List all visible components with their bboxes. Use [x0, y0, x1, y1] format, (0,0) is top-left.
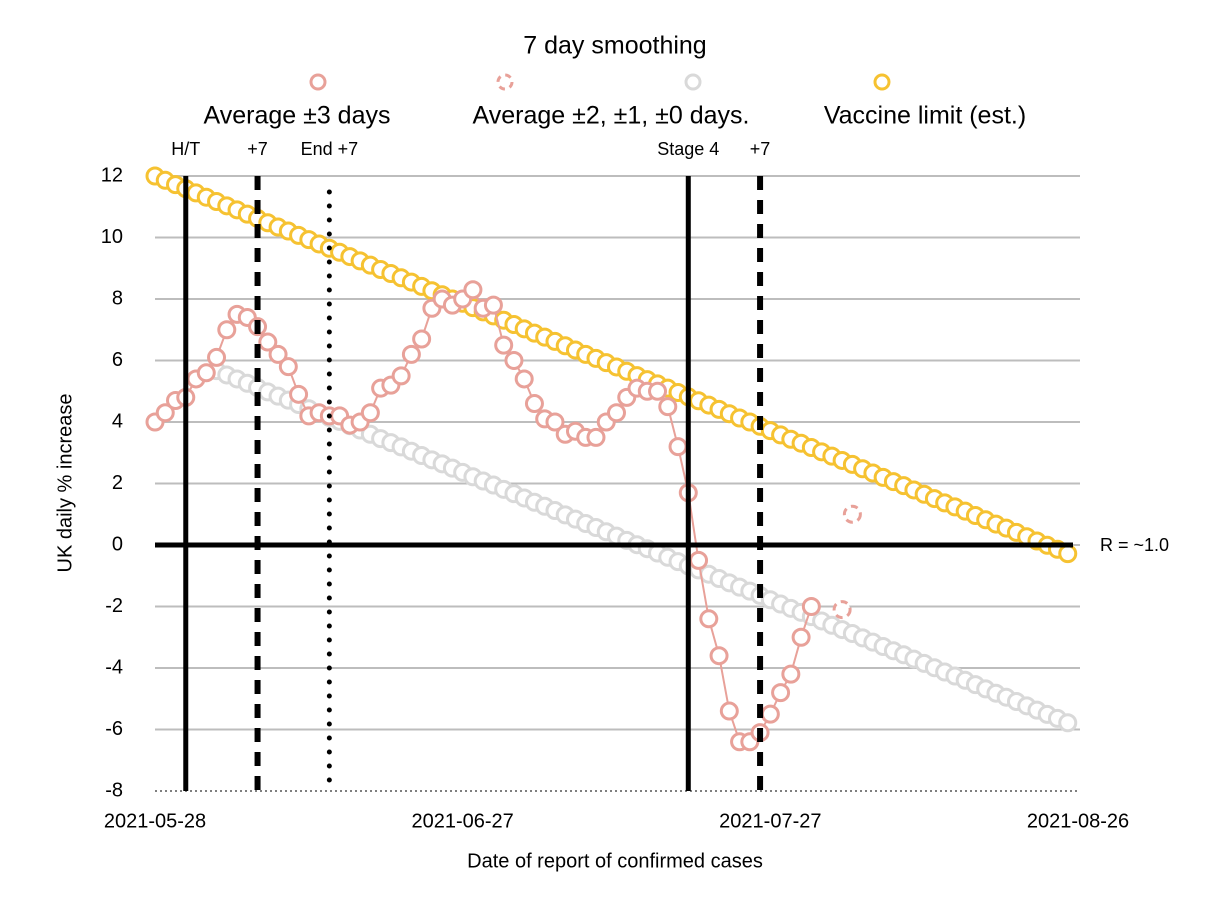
y-tick-label: -4 — [105, 656, 123, 678]
legend-marker — [684, 73, 702, 91]
x-tick-label: 2021-06-27 — [412, 810, 514, 832]
data-point — [781, 664, 801, 684]
y-tick-label: 4 — [112, 410, 123, 432]
y-tick-label: 0 — [112, 533, 123, 555]
data-point — [217, 320, 237, 340]
data-point — [524, 394, 544, 414]
data-point — [648, 381, 668, 401]
data-point — [268, 344, 288, 364]
series-line — [154, 288, 813, 743]
data-point — [699, 609, 719, 629]
legend-title: 7 day smoothing — [523, 32, 706, 60]
data-point — [709, 646, 729, 666]
data-point — [842, 504, 862, 524]
data-point — [719, 701, 739, 721]
legend-label: Average ±3 days — [204, 102, 391, 130]
data-point — [483, 295, 503, 315]
y-tick-label: 6 — [112, 349, 123, 371]
data-point — [658, 397, 678, 417]
data-point — [760, 704, 780, 724]
data-point — [545, 412, 565, 432]
data-point — [155, 403, 175, 423]
y-axis-label: UK daily % increase — [54, 394, 76, 573]
data-point — [463, 280, 483, 300]
event-label: Stage 4 — [657, 139, 719, 159]
data-point — [278, 357, 298, 377]
legend-marker — [496, 73, 514, 91]
legend-marker — [873, 73, 891, 91]
data-point — [360, 403, 380, 423]
data-point — [771, 683, 791, 703]
event-label: +7 — [750, 139, 771, 159]
x-tick-label: 2021-05-28 — [104, 810, 206, 832]
event-label: End +7 — [301, 139, 359, 159]
event-label: +7 — [247, 139, 268, 159]
event-label: H/T — [171, 139, 200, 159]
y-tick-label: -6 — [105, 718, 123, 740]
y-tick-label: -8 — [105, 779, 123, 801]
data-point — [586, 427, 606, 447]
y-tick-label: 8 — [112, 287, 123, 309]
data-point — [1058, 713, 1078, 733]
data-point — [689, 550, 709, 570]
reference-label: R = ~1.0 — [1100, 535, 1169, 555]
data-point — [207, 347, 227, 367]
x-tick-label: 2021-08-26 — [1027, 810, 1129, 832]
y-tick-label: -2 — [105, 595, 123, 617]
data-point — [196, 363, 216, 383]
data-point — [514, 369, 534, 389]
data-point — [801, 597, 821, 616]
data-point — [289, 384, 309, 404]
y-tick-label: 10 — [101, 226, 123, 248]
data-point — [391, 366, 411, 386]
legend-label: Average ±2, ±1, ±0 days. — [473, 102, 750, 130]
data-point — [504, 351, 524, 370]
x-tick-label: 2021-07-27 — [719, 810, 821, 832]
data-point — [1058, 544, 1078, 564]
x-axis-label: Date of report of confirmed cases — [467, 850, 763, 872]
data-point — [258, 332, 278, 352]
legend-marker — [309, 73, 327, 91]
data-point — [668, 437, 688, 457]
y-tick-label: 2 — [112, 472, 123, 494]
data-point — [607, 403, 626, 423]
data-point — [401, 344, 421, 364]
data-point — [494, 335, 514, 355]
data-point — [791, 627, 811, 647]
data-point — [412, 329, 432, 349]
data-point — [832, 600, 852, 620]
legend-label: Vaccine limit (est.) — [824, 102, 1026, 130]
y-tick-label: 12 — [101, 164, 123, 186]
